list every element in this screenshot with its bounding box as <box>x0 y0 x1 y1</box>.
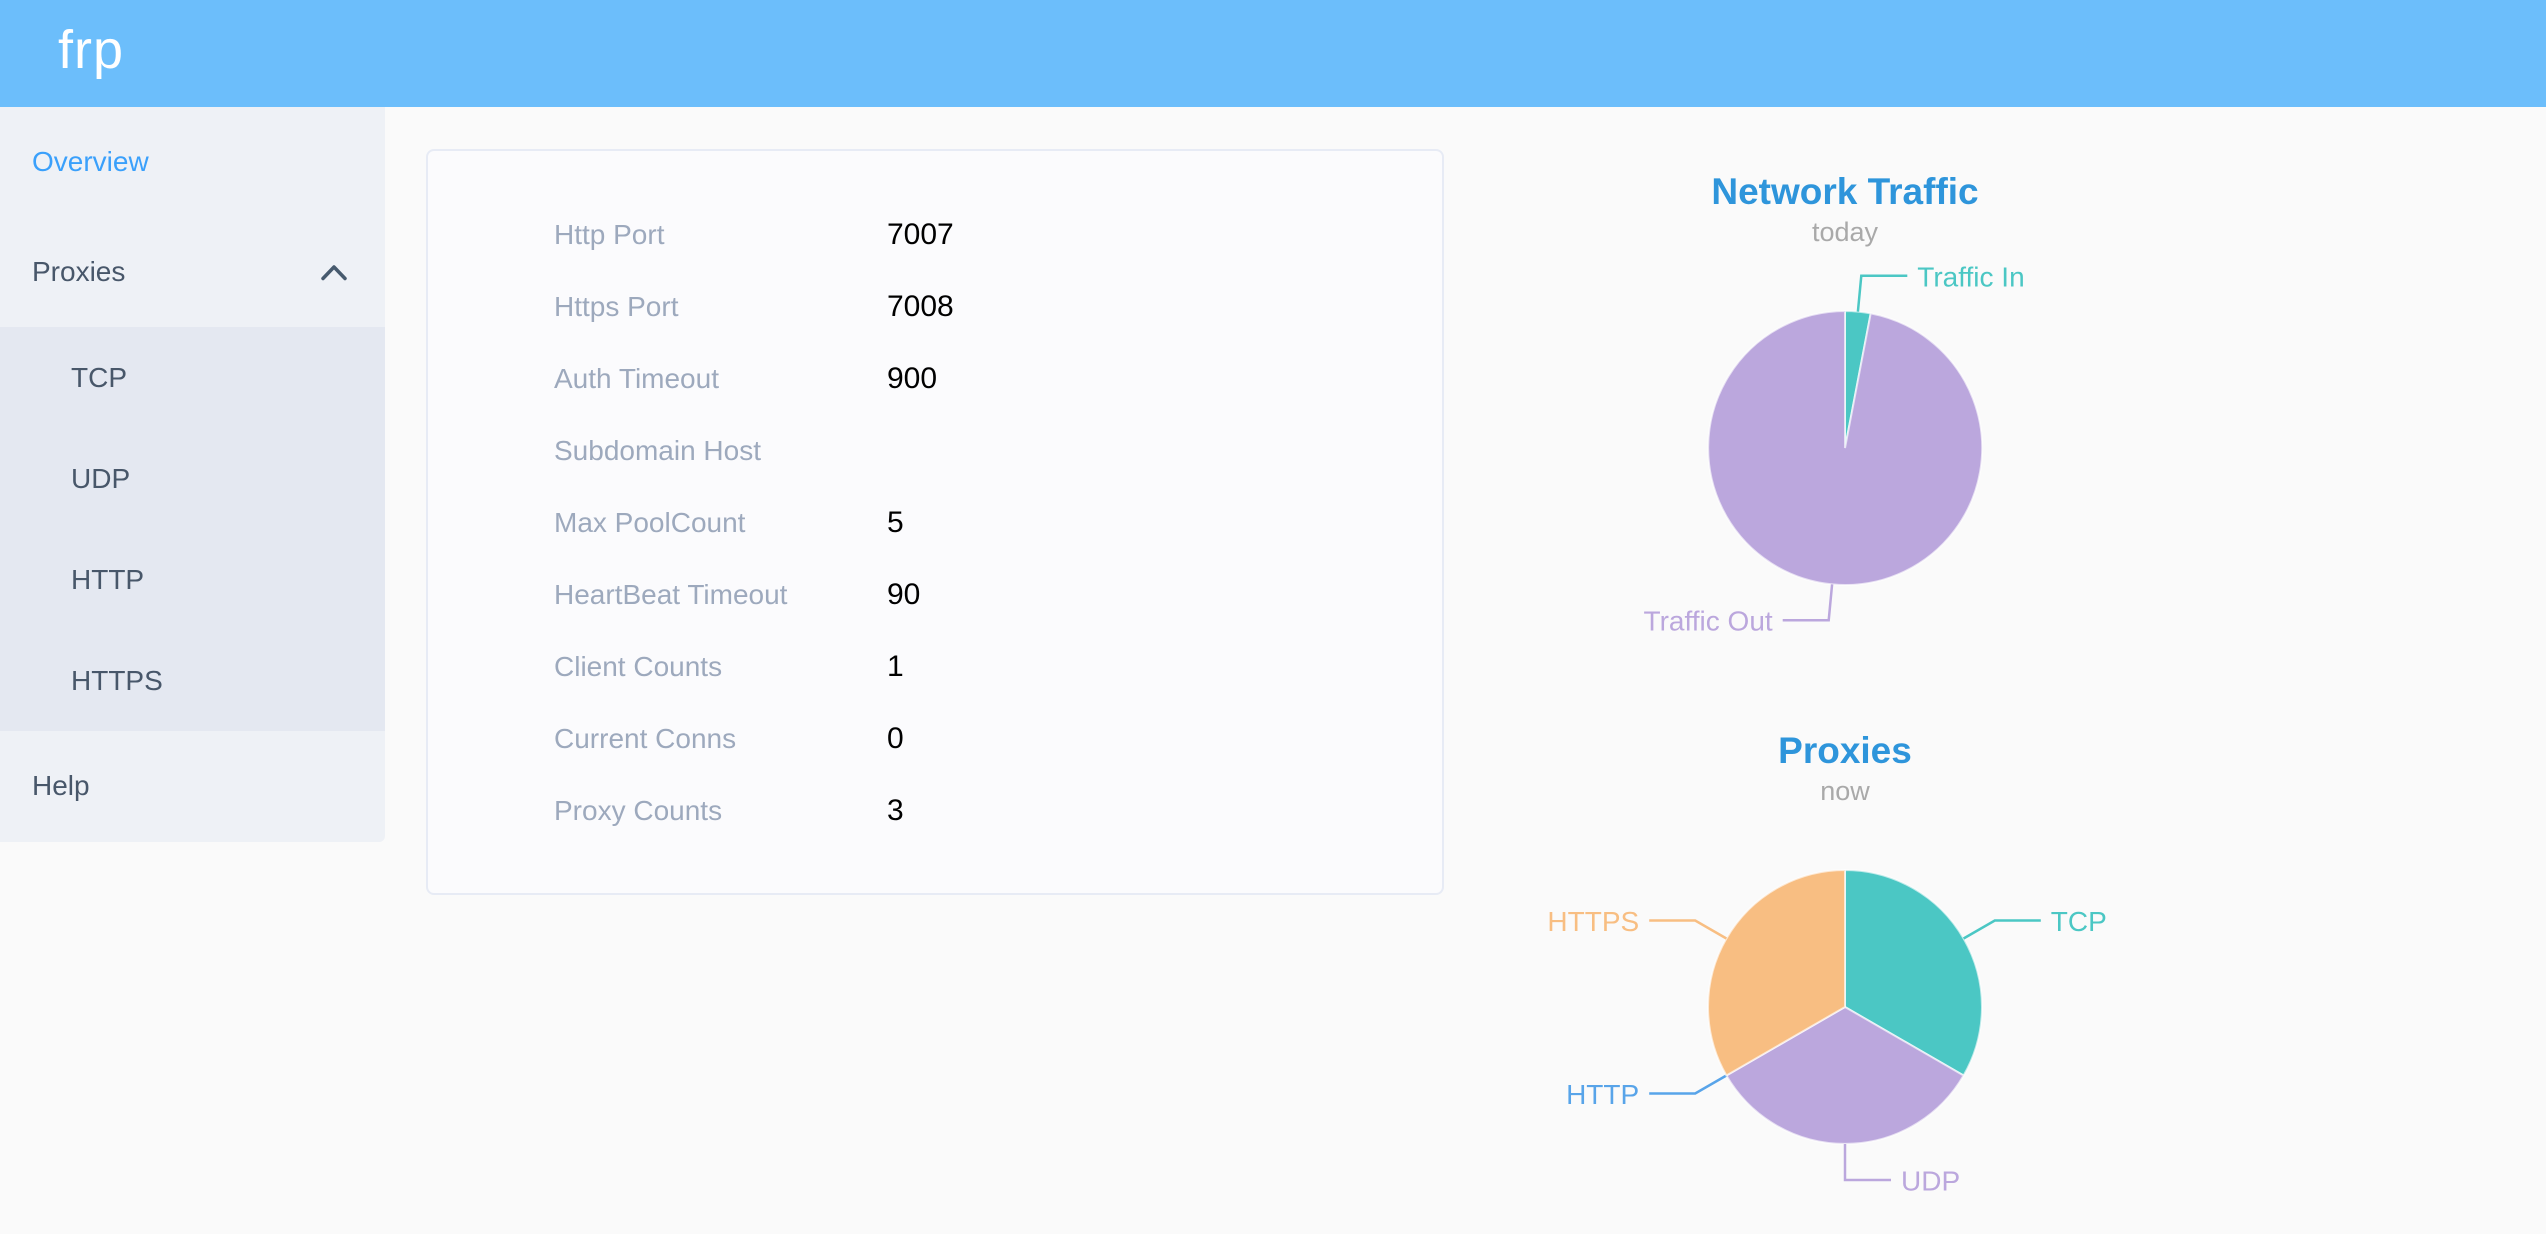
sidebar-item-help[interactable]: Help <box>0 731 385 841</box>
pie-label-line-tcp <box>1962 919 2041 940</box>
pie-label-line-https <box>1649 919 1728 940</box>
server-info-panel: Http Port 7007 Https Port 7008 Auth Timeout 9… <box>426 149 1444 895</box>
info-row-proxy-counts: Proxy Counts 3 <box>428 775 1442 847</box>
sidebar-item-http[interactable]: HTTP <box>0 529 385 630</box>
info-row-label: Proxy Counts <box>554 795 723 826</box>
sidebar-item-tcp[interactable]: TCP <box>0 327 385 428</box>
pie-label-line-traffic-in <box>1856 274 1908 312</box>
pie-label-traffic-out: Traffic Out <box>1644 606 1773 637</box>
proxies-pie-chart: TCP UDP HTTP HTTPS <box>1547 868 2107 1197</box>
pie-label-line-http <box>1649 1074 1728 1095</box>
info-row-value: 7007 <box>887 218 954 251</box>
info-row-label: Http Port <box>554 219 665 250</box>
info-row-client-counts: Client Counts 1 <box>428 631 1442 703</box>
pie-label-udp: UDP <box>1901 1166 1960 1197</box>
sidebar-item-udp-label: UDP <box>71 463 131 494</box>
info-row-label: Auth Timeout <box>554 363 719 394</box>
sidebar-item-overview[interactable]: Overview <box>0 107 385 217</box>
sidebar-item-http-label: HTTP <box>71 564 145 595</box>
pie-slice-https[interactable] <box>1707 868 1846 1077</box>
pie-label-line-traffic-out <box>1782 584 1834 622</box>
pie-label-line-udp <box>1843 1144 1891 1182</box>
pie-slice-tcp[interactable] <box>1844 868 1983 1077</box>
proxies-chart-subtitle: now <box>1820 776 1870 806</box>
app-logo: frp <box>58 20 125 80</box>
sidebar-item-proxies-label: Proxies <box>32 256 126 287</box>
info-row-value: 5 <box>887 506 904 539</box>
sidebar-submenu: TCP UDP HTTP HTTPS <box>0 327 385 731</box>
chevron-up-icon <box>321 264 347 280</box>
info-row-https-port: Https Port 7008 <box>428 271 1442 343</box>
info-row-label: Max PoolCount <box>554 507 746 538</box>
sidebar: Overview Proxies TCP UDP HTTP HTTPS Help <box>0 107 385 842</box>
sidebar-item-https[interactable]: HTTPS <box>0 630 385 731</box>
info-row-value: 7008 <box>887 290 954 323</box>
sidebar-item-https-label: HTTPS <box>71 665 163 696</box>
info-row-current-conns: Current Conns 0 <box>428 703 1442 775</box>
info-row-label: Current Conns <box>554 723 737 754</box>
info-row-http-port: Http Port 7007 <box>428 199 1442 271</box>
info-row-label: Https Port <box>554 291 679 322</box>
info-row-label: Subdomain Host <box>554 435 762 466</box>
info-row-value: 90 <box>887 578 921 611</box>
info-row-label: Client Counts <box>554 651 723 682</box>
pie-slice-udp[interactable] <box>1725 1005 1965 1145</box>
sidebar-item-overview-label: Overview <box>32 146 149 177</box>
info-row-max-poolcount: Max PoolCount 5 <box>428 487 1442 559</box>
info-row-value: 0 <box>887 722 904 755</box>
sidebar-item-proxies[interactable]: Proxies <box>0 217 385 327</box>
app-header: frp <box>0 0 2546 107</box>
info-row-auth-timeout: Auth Timeout 900 <box>428 343 1442 415</box>
pie-label-http: HTTP <box>1566 1079 1639 1110</box>
info-row-value: 3 <box>887 794 904 827</box>
proxies-chart-title: Proxies <box>1778 730 1912 771</box>
info-row-value: 900 <box>887 362 938 395</box>
info-row-subdomain-host: Subdomain Host <box>428 415 1442 487</box>
sidebar-item-help-label: Help <box>32 770 90 801</box>
pie-label-https: HTTPS <box>1547 906 1639 937</box>
info-row-heartbeat-timeout: HeartBeat Timeout 90 <box>428 559 1442 631</box>
info-row-value: 1 <box>887 650 904 683</box>
pie-label-traffic-in: Traffic In <box>1917 261 2024 292</box>
pie-label-tcp: TCP <box>2051 906 2107 937</box>
sidebar-item-tcp-label: TCP <box>71 362 127 393</box>
pie-slice-traffic-out[interactable] <box>1707 309 1984 586</box>
network-traffic-pie-chart: Traffic In Traffic Out <box>1644 261 2025 637</box>
info-row-label: HeartBeat Timeout <box>554 579 788 610</box>
network-traffic-chart-subtitle: today <box>1811 217 1879 247</box>
proxies-chart-header: Proxies now <box>1495 729 2195 809</box>
sidebar-item-udp[interactable]: UDP <box>0 428 385 529</box>
network-traffic-chart-title: Network Traffic <box>1711 171 1979 212</box>
network-traffic-chart-header: Network Traffic today <box>1495 170 2195 250</box>
